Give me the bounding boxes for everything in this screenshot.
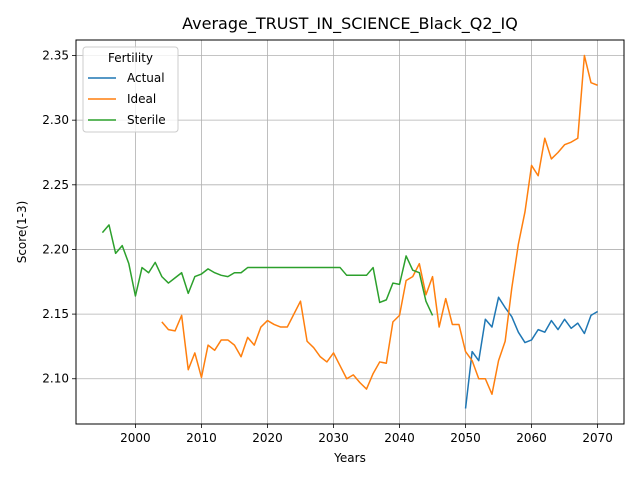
y-tick-label: 2.25 [42,178,69,192]
x-tick-label: 2020 [252,431,283,445]
series-line-ideal [162,56,598,395]
x-tick-label: 2000 [120,431,151,445]
x-tick-label: 2070 [582,431,613,445]
x-axis-label: Years [333,451,366,465]
legend-label-ideal: Ideal [127,92,156,106]
legend-title: Fertility [108,51,153,65]
legend: Fertility Actual Ideal Sterile [83,47,178,132]
x-tick-label: 2050 [450,431,481,445]
y-tick-label: 2.30 [42,113,69,127]
x-tick-label: 2060 [516,431,547,445]
x-tick-label: 2040 [384,431,415,445]
x-axis-ticks: 2000 2010 2020 2030 2040 2050 2060 2070 [120,424,613,445]
legend-label-actual: Actual [127,71,165,85]
legend-label-sterile: Sterile [127,113,166,127]
x-tick-label: 2010 [186,431,217,445]
y-axis-ticks: 2.10 2.15 2.20 2.25 2.30 2.35 [42,49,76,386]
y-tick-label: 2.20 [42,242,69,256]
y-tick-label: 2.35 [42,49,69,63]
chart-title: Average_TRUST_IN_SCIENCE_Black_Q2_IQ [182,14,518,34]
x-tick-label: 2030 [318,431,349,445]
y-tick-label: 2.10 [42,372,69,386]
y-axis-label: Score(1-3) [15,201,29,264]
y-tick-label: 2.15 [42,307,69,321]
